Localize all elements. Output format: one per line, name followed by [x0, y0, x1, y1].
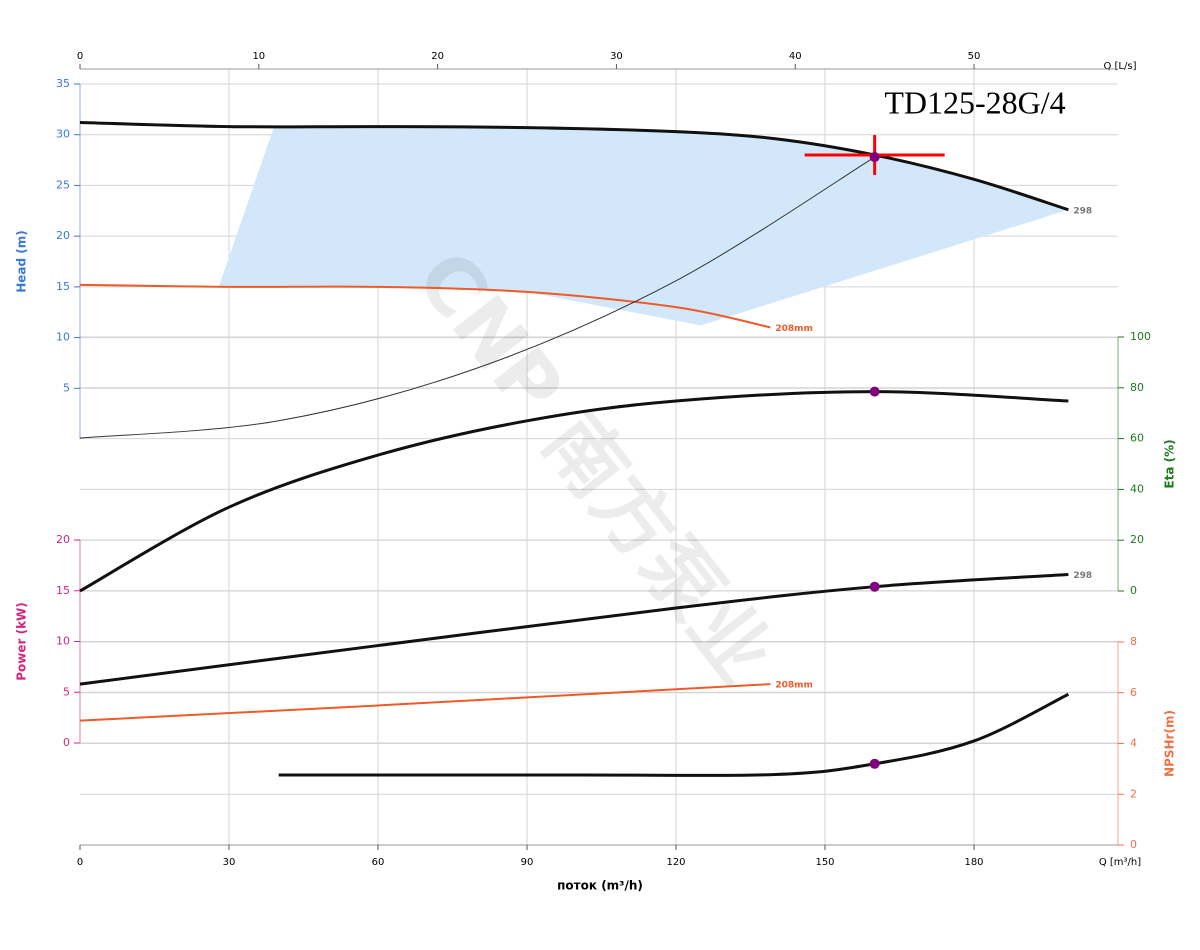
- curve-label: 298: [1073, 571, 1092, 581]
- curve: [79, 573, 1069, 686]
- y-axis-label: Power (kW): [15, 602, 29, 681]
- x-tick-label: 0: [77, 857, 83, 868]
- x-unit-label: Q [m³/h]: [1099, 857, 1141, 868]
- y-tick-label: 0: [63, 736, 70, 749]
- x-tick-label: 90: [521, 857, 534, 868]
- y-tick-label: 10: [56, 331, 70, 344]
- x-tick-label: 180: [964, 857, 983, 868]
- y-tick-label: 40: [1130, 482, 1144, 495]
- x-tick-label: 60: [372, 857, 385, 868]
- y-tick-label: 5: [63, 685, 70, 698]
- y-tick-label: 15: [56, 584, 70, 597]
- y-tick-label: 20: [1130, 533, 1144, 546]
- x2-tick-label: 0: [77, 51, 83, 62]
- y-tick-label: 0: [1130, 584, 1137, 597]
- y-tick-label: 5: [63, 381, 70, 394]
- curve: [79, 683, 771, 722]
- y-axis-label: NPSHr(m): [1163, 710, 1177, 777]
- curve: [79, 156, 875, 439]
- duty-point: [869, 152, 880, 163]
- y-tick-label: 6: [1130, 686, 1137, 699]
- curve: [79, 121, 1069, 212]
- x2-tick-label: 10: [252, 51, 265, 62]
- x-axis-label: поток (m³/h): [557, 879, 643, 893]
- x2-tick-label: 40: [789, 51, 802, 62]
- duty-point: [869, 758, 880, 769]
- curve: [278, 692, 1070, 777]
- x-tick-label: 150: [815, 857, 834, 868]
- x2-unit-label: Q [L/s]: [1103, 61, 1136, 72]
- curve: [79, 283, 771, 329]
- y-axis-label: Head (m): [15, 230, 29, 293]
- x2-tick-label: 20: [431, 51, 444, 62]
- curve-label: 208mm: [775, 681, 813, 691]
- y-axis-label: Eta (%): [1163, 439, 1177, 488]
- y-tick-label: 80: [1130, 381, 1144, 394]
- y-tick-label: 20: [56, 229, 70, 242]
- operating-range: [219, 126, 1069, 326]
- y-tick-label: 60: [1130, 432, 1144, 445]
- y-tick-label: 15: [56, 280, 70, 293]
- y-tick-label: 4: [1130, 737, 1137, 750]
- x2-tick-label: 30: [610, 51, 623, 62]
- y-tick-label: 100: [1130, 330, 1151, 343]
- y-tick-label: 35: [56, 77, 70, 90]
- x-tick-label: 30: [223, 857, 236, 868]
- y-tick-label: 8: [1130, 635, 1137, 648]
- x-tick-label: 120: [666, 857, 685, 868]
- duty-point: [869, 386, 880, 397]
- y-tick-label: 20: [56, 533, 70, 546]
- x2-tick-label: 50: [968, 51, 981, 62]
- y-tick-label: 0: [1130, 838, 1137, 851]
- curve-label: 208mm: [775, 324, 813, 334]
- y-tick-label: 2: [1130, 787, 1137, 800]
- duty-point: [869, 581, 880, 592]
- y-tick-label: 10: [56, 635, 70, 648]
- curve-label: 298: [1073, 206, 1092, 216]
- chart-title: TD125-28G/4: [884, 84, 1065, 120]
- y-tick-label: 25: [56, 178, 70, 191]
- y-tick-label: 30: [56, 128, 70, 141]
